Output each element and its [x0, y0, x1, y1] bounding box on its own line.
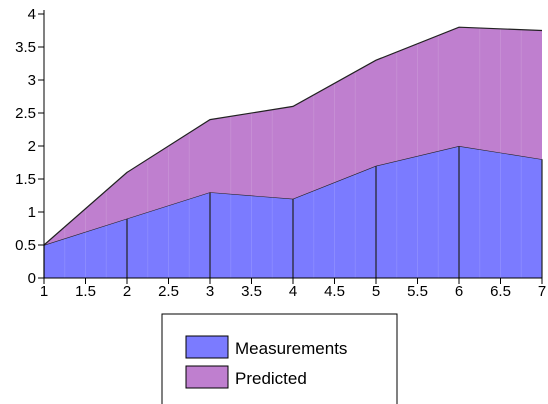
x-tick-label: 4.5 — [324, 283, 345, 300]
x-tick-label: 2 — [123, 283, 131, 300]
legend-label-predicted: Predicted — [235, 369, 307, 388]
y-tick-label: 3.5 — [15, 39, 36, 56]
y-tick-label: 4 — [28, 6, 36, 23]
x-tick-label: 5.5 — [407, 283, 428, 300]
x-tick-label: 1.5 — [75, 283, 96, 300]
series-line-predicted — [43, 26, 543, 246]
x-tick-label: 3 — [206, 283, 214, 300]
x-tick-label: 7 — [538, 283, 546, 300]
area-predicted — [44, 27, 542, 246]
x-tick-label: 1 — [40, 283, 48, 300]
y-tick-label: 2 — [28, 138, 36, 155]
y-tick-label: 1 — [28, 204, 36, 221]
x-tick-label: 2.5 — [158, 283, 179, 300]
y-tick-label: 0.5 — [15, 237, 36, 254]
y-tick-label: 0 — [28, 270, 36, 287]
legend-label-measurements: Measurements — [235, 339, 347, 358]
x-tick-label: 6.5 — [490, 283, 511, 300]
y-tick-label: 3 — [28, 72, 36, 89]
x-tick-label: 5 — [372, 283, 380, 300]
axes: 0 0.5 1 1.5 2 2.5 3 3.5 4 1 1.5 2 2.5 3 3.5 4 4.5 5 5.5 6 6.… — [15, 6, 546, 300]
x-tick-label: 4 — [289, 283, 297, 300]
plot-area — [43, 26, 543, 278]
legend-swatch-measurements — [185, 335, 229, 359]
x-tick-label: 3.5 — [241, 283, 262, 300]
x-tick-label: 6 — [455, 283, 463, 300]
y-tick-label: 2.5 — [15, 105, 36, 122]
y-tick-label: 1.5 — [15, 171, 36, 188]
legend-box — [161, 313, 398, 404]
legend-swatch-predicted — [185, 365, 229, 389]
legend: Measurements Predicted — [161, 313, 398, 404]
